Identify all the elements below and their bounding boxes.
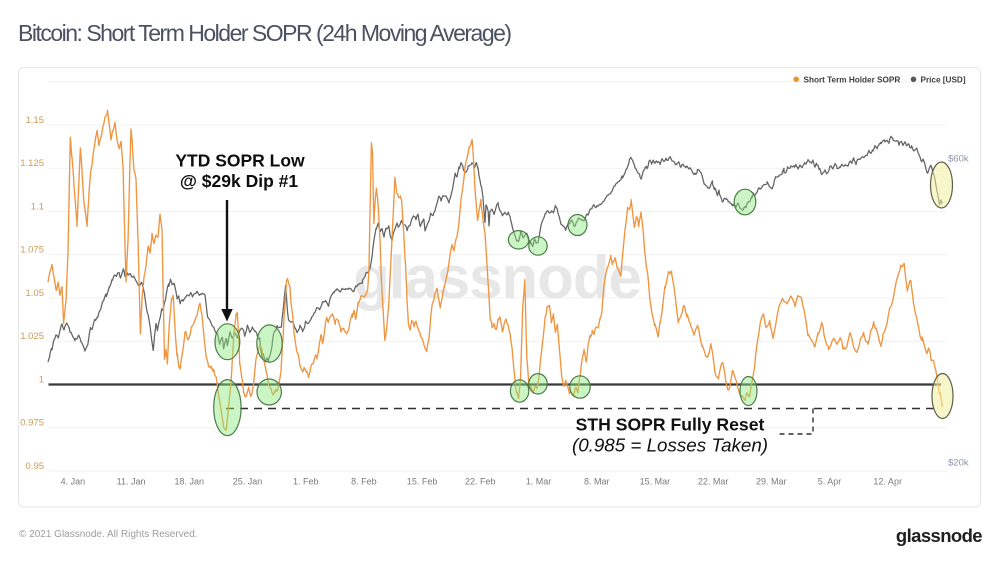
svg-text:0.95: 0.95 xyxy=(26,461,45,472)
svg-text:(0.985 = Losses Taken): (0.985 = Losses Taken) xyxy=(572,435,768,456)
svg-text:18. Jan: 18. Jan xyxy=(175,477,205,487)
svg-text:22. Feb: 22. Feb xyxy=(465,477,496,487)
svg-text:1. Feb: 1. Feb xyxy=(293,477,319,487)
svg-text:8. Mar: 8. Mar xyxy=(584,477,610,487)
svg-text:29. Mar: 29. Mar xyxy=(756,477,787,487)
svg-text:$60k: $60k xyxy=(948,154,969,165)
svg-text:8. Feb: 8. Feb xyxy=(351,477,377,487)
svg-text:$20k: $20k xyxy=(948,458,969,469)
svg-text:4. Jan: 4. Jan xyxy=(61,477,86,487)
svg-text:12. Apr: 12. Apr xyxy=(873,477,902,487)
svg-text:22. Mar: 22. Mar xyxy=(698,477,729,487)
svg-text:STH SOPR Fully Reset: STH SOPR Fully Reset xyxy=(576,415,765,435)
svg-text:1: 1 xyxy=(39,374,44,385)
svg-text:1.1: 1.1 xyxy=(31,201,44,212)
svg-text:glassnode: glassnode xyxy=(353,244,641,311)
svg-text:0.975: 0.975 xyxy=(20,418,44,429)
svg-text:15. Mar: 15. Mar xyxy=(640,477,671,487)
svg-text:1.15: 1.15 xyxy=(26,115,45,126)
svg-text:Price [USD]: Price [USD] xyxy=(921,75,966,84)
svg-text:1.05: 1.05 xyxy=(26,288,45,299)
svg-text:YTD SOPR Low: YTD SOPR Low xyxy=(175,151,305,171)
svg-text:15. Feb: 15. Feb xyxy=(407,477,438,487)
svg-text:Short Term Holder SOPR: Short Term Holder SOPR xyxy=(804,75,901,84)
svg-text:1. Mar: 1. Mar xyxy=(526,477,552,487)
svg-text:1.075: 1.075 xyxy=(20,245,44,256)
svg-text:25. Jan: 25. Jan xyxy=(233,477,263,487)
svg-text:1.125: 1.125 xyxy=(20,158,44,169)
svg-text:11. Jan: 11. Jan xyxy=(117,477,146,487)
svg-text:5. Apr: 5. Apr xyxy=(818,477,842,487)
svg-text:@ $29k Dip #1: @ $29k Dip #1 xyxy=(180,171,299,191)
svg-text:1.025: 1.025 xyxy=(20,331,44,342)
